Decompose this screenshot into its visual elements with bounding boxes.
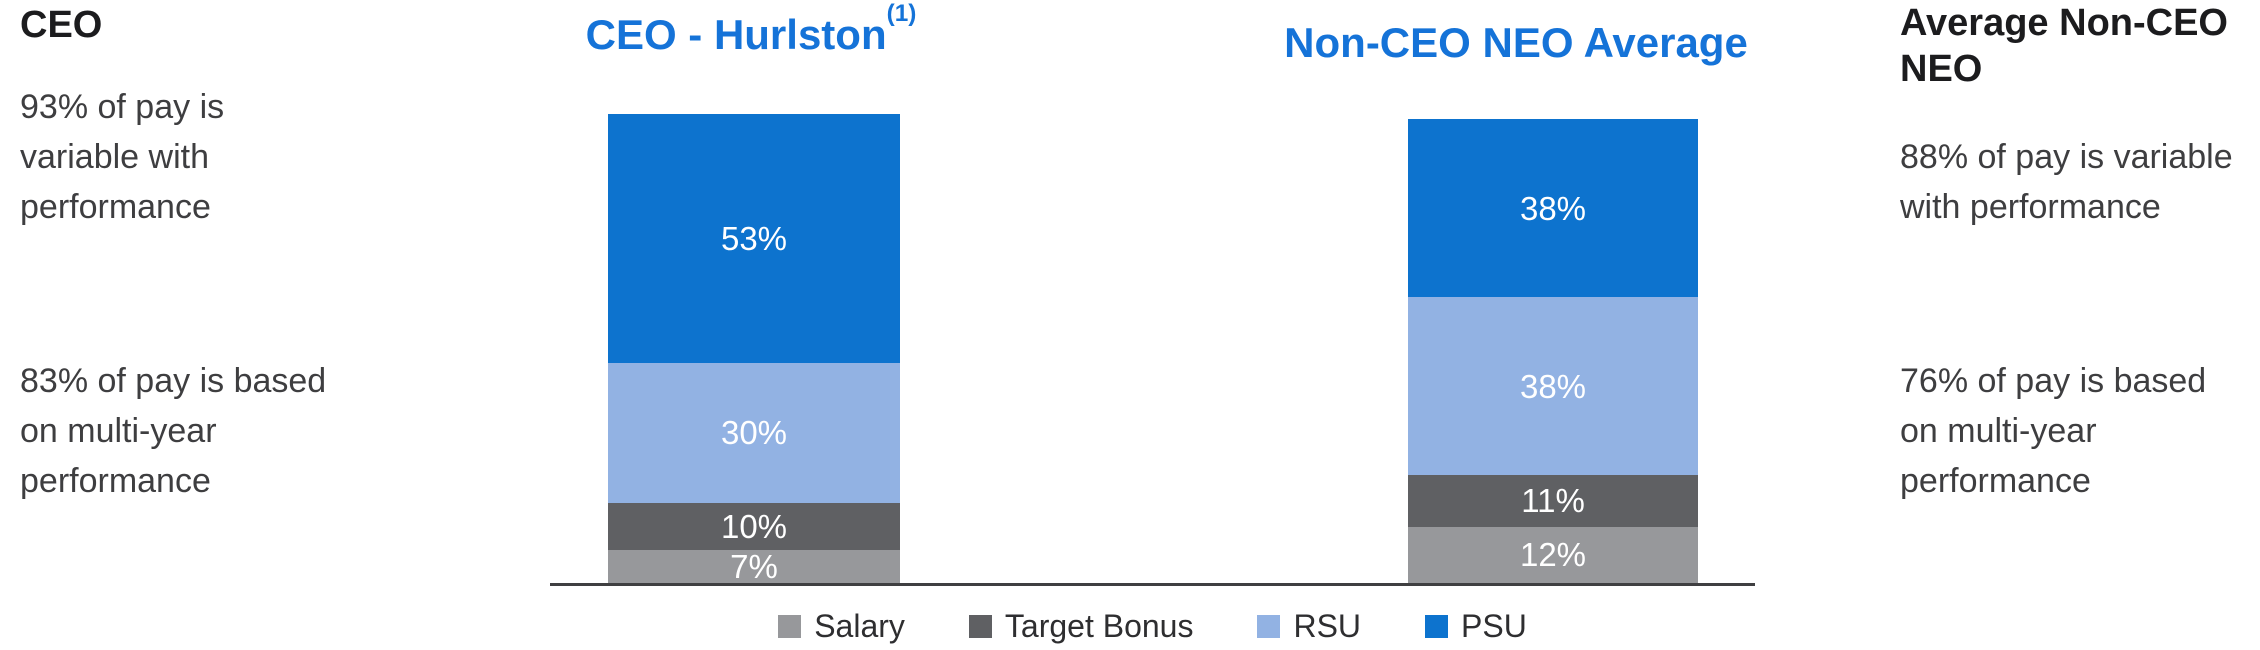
legend-label: PSU bbox=[1461, 608, 1527, 644]
legend-item-psu: PSU bbox=[1425, 608, 1527, 644]
bar-value-label: 7% bbox=[730, 548, 778, 586]
legend-label: Salary bbox=[814, 608, 905, 644]
ceo-multiyear-pay-stat: 83% of pay is based on multi-year perfor… bbox=[20, 356, 326, 506]
ceo-heading: CEO bbox=[20, 4, 103, 46]
legend: Salary Target Bonus RSU PSU bbox=[550, 608, 1755, 644]
stat-line: 83% of pay is based bbox=[20, 362, 327, 400]
neo-heading: Average Non-CEO NEO bbox=[1900, 0, 2228, 92]
bar-segment-salary: 12% bbox=[1408, 526, 1698, 583]
bar-segment-target-bonus: 10% bbox=[608, 503, 900, 551]
bar-segment-salary: 7% bbox=[608, 550, 900, 583]
heading-line: NEO bbox=[1900, 48, 1983, 90]
legend-item-target-bonus: Target Bonus bbox=[968, 608, 1194, 644]
bar-value-label: 11% bbox=[1521, 482, 1585, 520]
stacked-bar-chart: 53% 30% 10% 7% 38% 38% 11% 12% bbox=[550, 0, 1755, 586]
stat-line: on multi-year bbox=[1900, 412, 2097, 450]
footnote-marker: (1) bbox=[886, 0, 917, 27]
legend-swatch-icon bbox=[968, 615, 992, 639]
bar-segment-rsu: 30% bbox=[608, 362, 900, 504]
bar-value-label: 53% bbox=[720, 219, 788, 257]
legend-swatch-icon bbox=[1425, 615, 1449, 639]
bar-segment-psu: 38% bbox=[1408, 119, 1698, 298]
ceo-stacked-bar: 53% 30% 10% 7% bbox=[608, 114, 900, 583]
bar-value-label: 38% bbox=[1519, 189, 1587, 227]
neo-bar-title: Non-CEO NEO Average bbox=[1241, 19, 1791, 66]
bar-value-label: 30% bbox=[720, 414, 788, 452]
bar-value-label: 12% bbox=[1519, 536, 1587, 574]
legend-item-salary: Salary bbox=[778, 608, 905, 644]
neo-stacked-bar: 38% 38% 11% 12% bbox=[1408, 119, 1698, 583]
legend-item-rsu: RSU bbox=[1257, 608, 1362, 644]
legend-label: Target Bonus bbox=[1004, 608, 1194, 644]
legend-swatch-icon bbox=[1257, 615, 1281, 639]
neo-multiyear-pay-stat: 76% of pay is based on multi-year perfor… bbox=[1900, 356, 2206, 506]
stat-line: performance bbox=[1900, 462, 2091, 500]
stat-line: 88% of pay is variable bbox=[1900, 138, 2233, 176]
heading-line: Average Non-CEO bbox=[1900, 2, 2228, 44]
stat-line: 76% of pay is based bbox=[1900, 362, 2207, 400]
bar-segment-psu: 53% bbox=[608, 114, 900, 363]
bar-value-label: 38% bbox=[1519, 367, 1587, 405]
ceo-variable-pay-stat: 93% of pay is variable with performance bbox=[20, 82, 224, 232]
neo-bar-title-text: Non-CEO NEO Average bbox=[1284, 19, 1748, 66]
bar-value-label: 10% bbox=[720, 508, 788, 546]
ceo-bar-title: CEO - Hurlston(1) bbox=[486, 0, 1016, 58]
stat-line: performance bbox=[20, 462, 211, 500]
stat-line: variable with bbox=[20, 138, 209, 176]
stat-line: performance bbox=[20, 188, 211, 226]
stat-line: 93% of pay is bbox=[20, 88, 225, 126]
stat-line: with performance bbox=[1900, 188, 2161, 226]
bar-segment-target-bonus: 11% bbox=[1408, 475, 1698, 527]
neo-variable-pay-stat: 88% of pay is variable with performance bbox=[1900, 132, 2233, 232]
ceo-bar-title-text: CEO - Hurlston bbox=[585, 11, 887, 58]
stat-line: on multi-year bbox=[20, 412, 217, 450]
legend-swatch-icon bbox=[778, 615, 802, 639]
legend-label: RSU bbox=[1293, 608, 1362, 644]
bar-segment-rsu: 38% bbox=[1408, 297, 1698, 476]
